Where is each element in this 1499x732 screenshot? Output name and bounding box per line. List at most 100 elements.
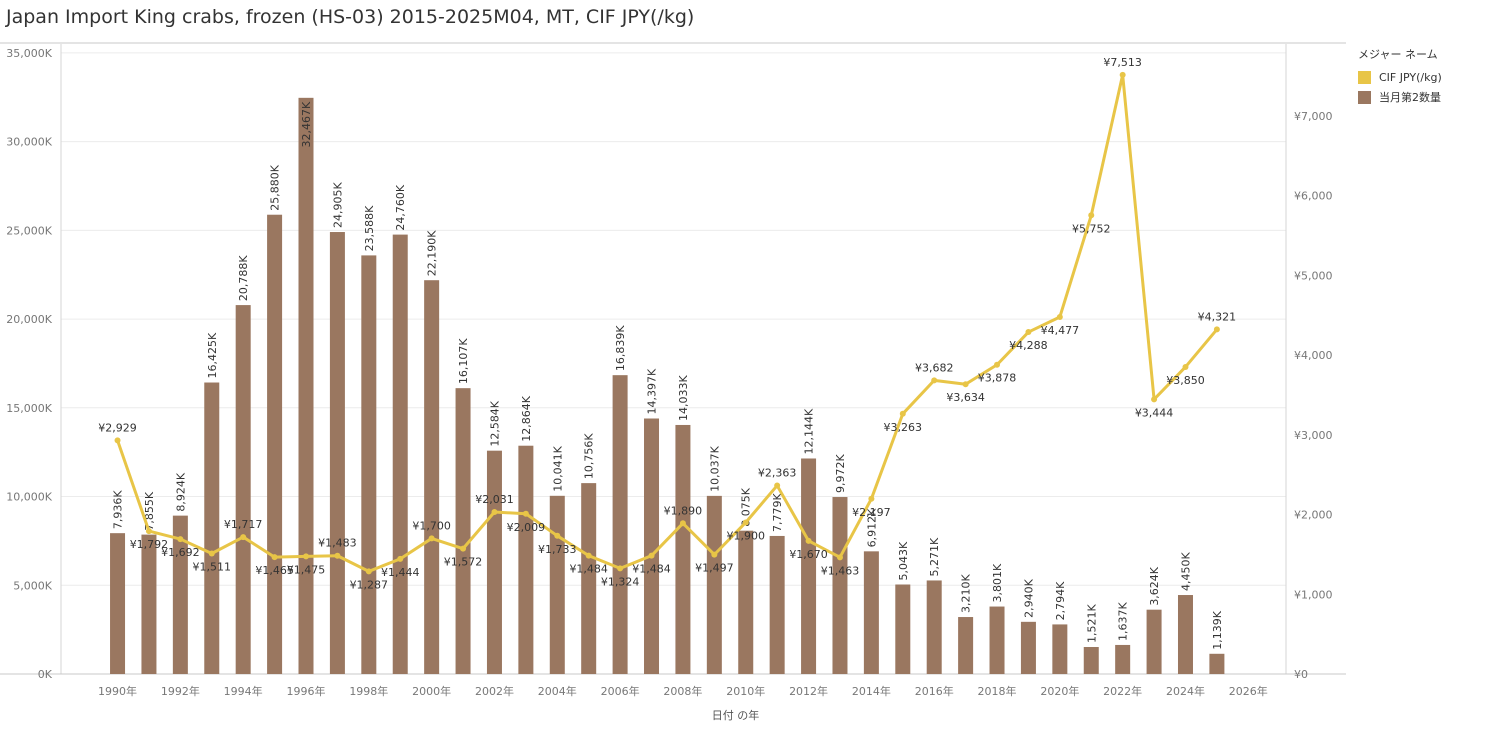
bar [235,305,251,674]
bar [895,584,911,674]
bar-label: 16,839K [614,325,627,371]
bar [832,497,848,674]
line-label: ¥3,878 [978,372,1017,385]
bar-label: 2,794K [1054,581,1067,620]
cif-point [271,554,278,561]
bar [581,483,597,674]
y-right-tick-label: ¥3,000 [1294,429,1333,442]
y-left-tick-label: 0K [38,668,53,681]
bar-label: 32,467K [300,101,313,147]
cif-point [931,377,938,384]
cif-point [208,550,215,557]
gridlines [61,52,1286,586]
y-right-tick-label: ¥7,000 [1294,110,1333,123]
bar [267,214,283,674]
cif-point [460,545,467,552]
bar [424,280,440,674]
x-tick-label: 1996年 [287,684,326,698]
line-label: ¥7,513 [1103,56,1142,69]
bar-label: 7,779K [771,492,784,531]
line-label: ¥4,288 [1009,339,1048,352]
bar-label: 23,588K [363,205,376,251]
bar-label: 9,972K [834,454,847,493]
line-label: ¥1,511 [193,561,232,574]
line-label: ¥1,465 [255,564,294,577]
bar [989,606,1005,674]
bar [1020,621,1036,674]
bar [675,424,691,674]
y-right-tick-label: ¥4,000 [1294,349,1333,362]
bar [644,418,660,674]
bar [1052,624,1068,674]
line-label: ¥3,682 [915,361,954,374]
cif-point [868,495,875,502]
line-label: ¥3,444 [1135,406,1174,419]
cif-point [1151,396,1158,403]
cif-point [899,410,906,417]
bar-label: 10,041K [551,445,564,491]
bar [1083,647,1099,674]
bar-label: 25,880K [269,164,282,210]
cif-point [711,551,718,558]
bar-label: 6,912K [865,508,878,547]
line-label: ¥1,444 [381,566,420,579]
line-label: ¥1,700 [412,519,451,532]
y-left-tick-label: 35,000K [6,47,52,60]
bar [958,617,974,674]
cif-point [774,482,781,489]
bar-label: 10,037K [708,445,721,491]
line-label: ¥1,717 [224,518,263,531]
cif-point [1088,212,1095,219]
line-label: ¥1,483 [318,537,357,550]
line-label: ¥5,752 [1072,222,1111,235]
cif-point [679,520,686,527]
y-left-tick-label: 30,000K [6,136,52,149]
bar-labels: 7,936K 7,855K 8,924K 16,425K 20,788K 25,880K 3… [112,101,1224,650]
legend-swatch-quantity [1358,90,1371,104]
bar-label: 4,450K [1179,552,1192,591]
cif-point [617,565,624,572]
cif-point [1056,313,1063,320]
x-tick-label: 1992年 [161,684,200,698]
line-label: ¥3,850 [1166,374,1205,387]
legend-label-quantity: 当月第2数量 [1379,91,1441,104]
bar [204,382,220,674]
line-label: ¥3,634 [946,391,985,404]
x-tick-label: 2008年 [663,684,702,698]
cif-point [1025,329,1032,336]
bar [801,458,817,674]
bar-label: 8,924K [174,472,187,511]
line-label: ¥1,484 [632,563,671,576]
cif-point [491,509,498,516]
bar-label: 20,788K [237,255,250,301]
bar-label: 24,760K [394,184,407,230]
x-tick-label: 2020年 [1040,684,1079,698]
cif-point [962,381,969,388]
line-label: ¥1,733 [538,543,577,556]
cif-point [522,510,529,517]
cif-line [116,73,1219,573]
bar-label: 3,801K [991,563,1004,602]
legend-item-quantity[interactable]: 当月第2数量 [1358,87,1442,107]
bar [738,530,754,674]
line-label: ¥1,287 [350,578,389,591]
x-axis-title: 日付 の年 [712,708,760,722]
line-labels: ¥2,929¥1,792¥1,692¥1,511¥1,717¥1,465¥1,4… [98,56,1236,592]
x-tick-label: 2004年 [538,684,577,698]
line-label: ¥1,463 [821,564,860,577]
bar-label: 3,210K [960,574,973,613]
bar [141,534,157,674]
bar [361,255,377,674]
bar-label: 14,033K [677,374,690,420]
x-tick-label: 2002年 [475,684,514,698]
bar [926,580,942,674]
bar [455,388,471,674]
cif-point [742,519,749,526]
line-label: ¥2,197 [852,506,891,519]
line-label: ¥1,484 [569,563,608,576]
line-label: ¥1,900 [726,529,765,542]
legend-item-cif[interactable]: CIF JPY(/kg) [1358,67,1442,87]
bar-series [110,97,1225,675]
line-label: ¥1,497 [695,562,734,575]
cif-point [648,552,655,559]
